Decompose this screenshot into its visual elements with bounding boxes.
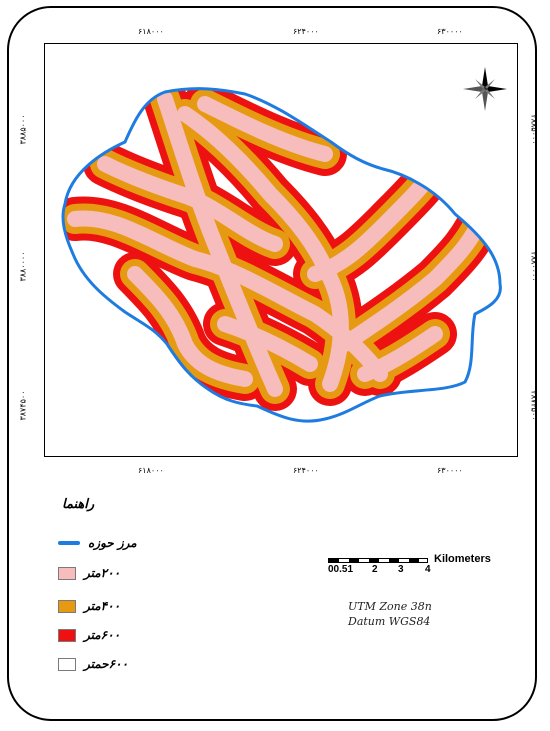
projection-datum: Datum WGS84 [348, 615, 431, 628]
map-layout-frame [7, 6, 537, 721]
right-tick-3880000: ۳۸۸۰۰۰۰ [529, 251, 539, 282]
right-tick-3874500: ۳۸۷۴۵۰۰ [529, 390, 539, 421]
legend-item-200m: ۲۰۰متر [58, 566, 120, 580]
legend-item-over-600m: ۶۰۰حمتر [58, 657, 128, 671]
scale-bar-graphic [328, 558, 428, 563]
legend-item-basin-boundary: مرز حوزه [58, 536, 137, 550]
legend-line-boundary [58, 541, 80, 545]
legend-item-600m: ۶۰۰متر [58, 628, 120, 642]
projection-zone: UTM Zone 38n [348, 600, 432, 613]
map-data-frame [44, 43, 518, 457]
scale-unit: Kilometers [434, 553, 491, 565]
scale-label: 2 [372, 564, 378, 575]
buffer-map [61, 67, 507, 423]
scale-label: 3 [398, 564, 404, 575]
basin-boundary [61, 87, 502, 423]
legend-label: ۲۰۰متر [84, 566, 121, 580]
legend-swatch-200m [58, 566, 76, 580]
legend-swatch-600m [58, 628, 76, 642]
legend-title: راهنما [62, 497, 95, 512]
bottom-tick-624000: ۶۲۴۰۰۰ [293, 466, 319, 475]
left-tick-3885000: ۳۸۸۵۰۰۰ [18, 114, 28, 145]
left-tick-3874500: ۳۸۷۴۵۰۰ [18, 390, 28, 421]
bottom-tick-630000: ۶۳۰۰۰۰ [437, 466, 463, 475]
left-tick-3880000: ۳۸۸۰۰۰۰ [18, 251, 28, 282]
top-tick-630000: ۶۳۰۰۰۰ [437, 27, 463, 36]
legend-item-400m: ۴۰۰متر [58, 599, 120, 613]
legend-label: مرز حوزه [88, 536, 137, 550]
legend-label: ۶۰۰متر [84, 628, 121, 642]
bottom-tick-618000: ۶۱۸۰۰۰ [138, 466, 164, 475]
scale-label: 4 [425, 564, 431, 575]
scale-label: 00.51 [328, 564, 354, 575]
compass-rose-icon [463, 67, 507, 111]
legend-swatch-400m [58, 599, 76, 613]
legend-swatch-over-600m [58, 657, 76, 671]
top-tick-618000: ۶۱۸۰۰۰ [138, 27, 164, 36]
legend-label: ۶۰۰حمتر [84, 657, 128, 671]
top-tick-624000: ۶۲۴۰۰۰ [293, 27, 319, 36]
right-tick-3885000: ۳۸۸۵۰۰۰ [529, 114, 539, 145]
legend-label: ۴۰۰متر [84, 599, 121, 613]
